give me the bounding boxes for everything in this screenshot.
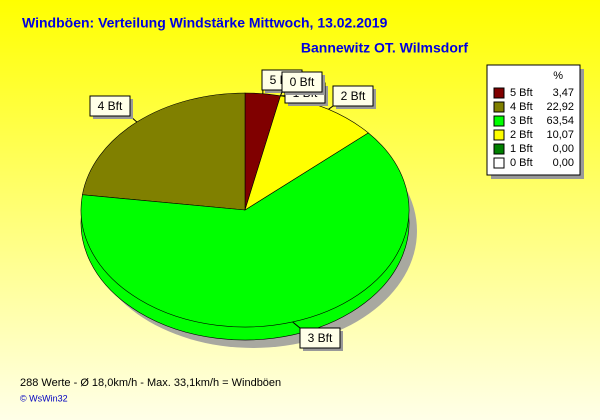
legend-value: 10,07 (546, 129, 574, 141)
legend-swatch (493, 157, 505, 169)
legend-value: 0,00 (553, 143, 574, 155)
label-box (89, 95, 131, 117)
chart-subtitle: Bannewitz OT. Wilmsdorf (301, 40, 468, 56)
pie-slice (244, 95, 369, 211)
slice-label: 2 Bft (341, 89, 366, 103)
chart-title: Windböen: Verteilung Windstärke Mittwoch… (22, 15, 388, 31)
slice-label: 0 Bft (290, 75, 315, 89)
leader-line (328, 105, 334, 110)
label-box (281, 71, 323, 93)
legend-label: 3 Bft (510, 115, 533, 127)
legend-label: 4 Bft (510, 101, 533, 113)
pie-slice (82, 92, 246, 211)
legend-swatch (493, 101, 505, 113)
legend-swatch (493, 87, 505, 99)
legend-label: 0 Bft (510, 157, 533, 169)
label-box (299, 327, 341, 349)
credit: © WsWin32 (20, 393, 68, 403)
legend-label: 2 Bft (510, 129, 533, 141)
leader-line (292, 321, 301, 329)
legend-header: % (553, 70, 563, 82)
legend-label: 1 Bft (510, 143, 533, 155)
legend-value: 22,92 (546, 101, 574, 113)
label-box (332, 85, 374, 107)
slice-label: 4 Bft (98, 99, 123, 113)
leader-line (280, 91, 283, 96)
legend-value: 63,54 (546, 115, 574, 127)
slice-label: 3 Bft (308, 331, 333, 345)
legend-label: 5 Bft (510, 87, 533, 99)
legend-swatch (493, 143, 505, 155)
legend-swatch (493, 115, 505, 127)
legend-value: 3,47 (553, 87, 574, 99)
legend-value: 0,00 (553, 157, 574, 169)
legend-swatch (493, 129, 505, 141)
footer: 288 Werte - Ø 18,0km/h - Max. 33,1km/h =… (20, 377, 281, 389)
